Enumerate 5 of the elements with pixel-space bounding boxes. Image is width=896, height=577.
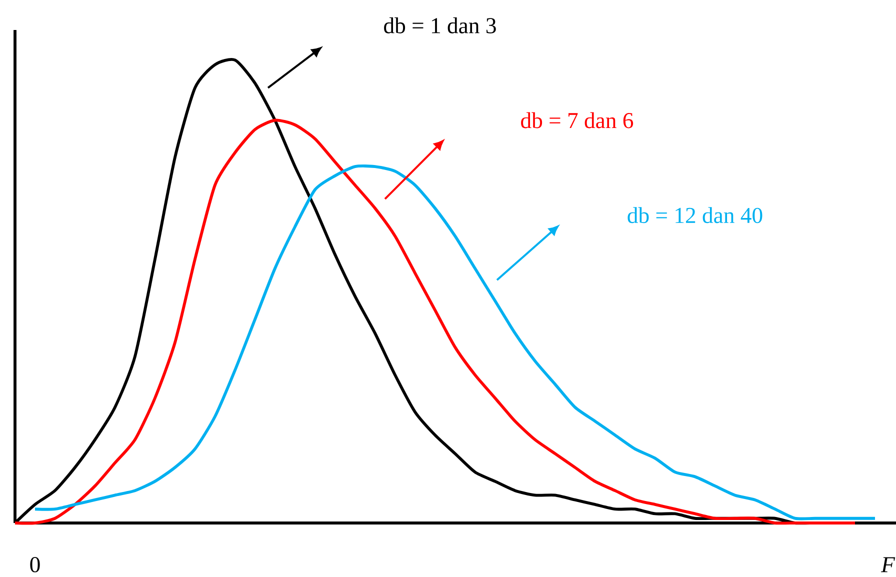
- text: db = 1 dan 3: [384, 17, 496, 34]
- annotation: db = 12 dan 40: [628, 207, 762, 224]
- annotation: db = 7 dan 6: [521, 112, 634, 128]
- x-axis-title: F: [880, 557, 896, 572]
- text: 0: [30, 556, 40, 572]
